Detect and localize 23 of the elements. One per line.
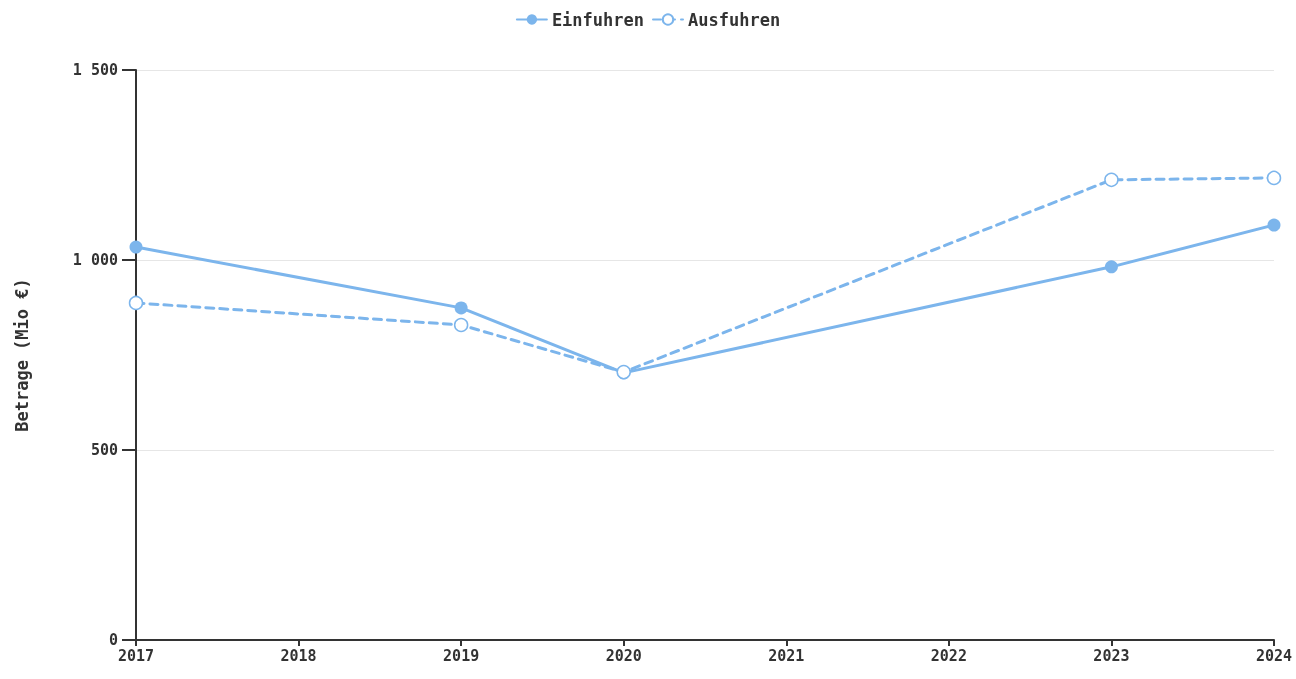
x-tick-label: 2020 — [605, 646, 642, 665]
x-tick-label: 2021 — [768, 646, 805, 665]
y-axis-title: Betrage (Mio €) — [11, 278, 32, 432]
point — [1266, 170, 1282, 186]
legend-label: Ausfuhren — [688, 9, 781, 30]
point — [1104, 260, 1118, 274]
legend-label: Einfuhren — [551, 9, 645, 30]
y-tick-label: 1 000 — [72, 251, 118, 269]
x-tick-label: 2017 — [117, 646, 155, 665]
x-tick-label: 2022 — [930, 646, 967, 665]
x-tick-label: 2018 — [280, 646, 317, 665]
point — [128, 295, 144, 311]
point — [454, 301, 468, 315]
y-tick-label: 0 — [108, 631, 118, 649]
point — [453, 317, 469, 333]
point — [1104, 172, 1119, 188]
y-tick-label: 1 500 — [72, 61, 118, 79]
point — [1267, 218, 1281, 232]
x-tick-label: 2024 — [1255, 646, 1293, 665]
y-tick-label: 500 — [90, 441, 118, 459]
x-tick-label: 2019 — [443, 646, 480, 665]
point — [129, 240, 143, 254]
x-tick-label: 2023 — [1093, 646, 1130, 665]
